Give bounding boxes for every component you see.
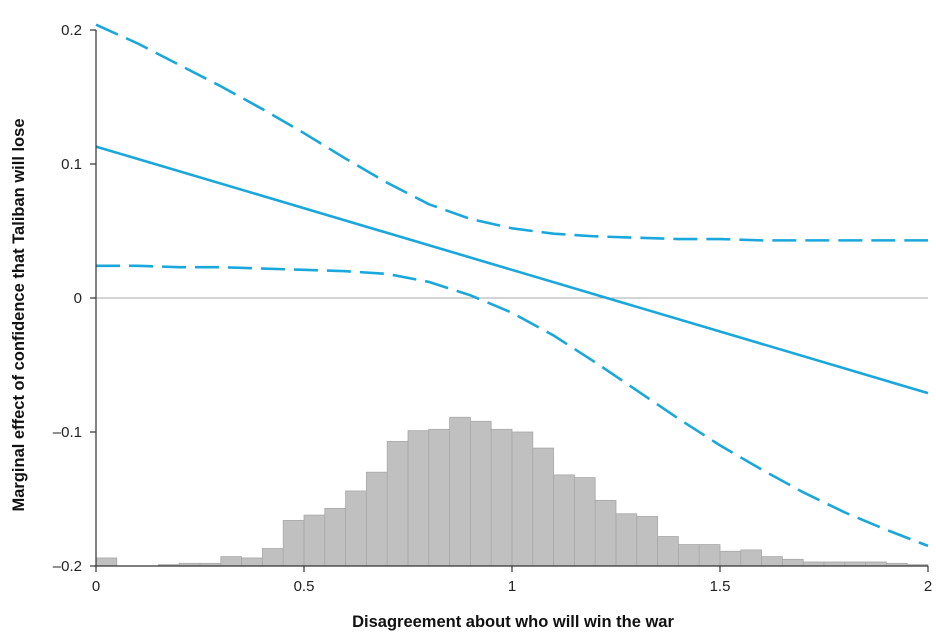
histogram-bar	[386, 440, 409, 567]
marginal-effect-line	[95, 145, 929, 395]
x-tick-label: 1	[508, 578, 516, 595]
histogram-bar	[490, 428, 513, 567]
histogram-bar	[594, 499, 617, 567]
histogram-bar	[782, 558, 804, 567]
histogram-bar	[220, 556, 243, 567]
histogram-bar	[449, 416, 471, 567]
histogram-bar	[553, 474, 575, 567]
histogram-bar	[740, 549, 762, 567]
histogram-bar	[761, 556, 783, 567]
x-axis-title: Disagreement about who will win the war	[352, 613, 674, 631]
series-lines	[95, 23, 929, 548]
x-tick-label: 1.5	[710, 578, 731, 595]
histogram-bar	[844, 561, 866, 567]
histogram-bar	[469, 420, 492, 567]
y-tick-label: –0.1	[53, 424, 82, 441]
y-tick-label: 0.1	[61, 156, 82, 173]
y-tick-labels: 0.2 0.1 0 –0.1 –0.2	[53, 22, 82, 575]
x-tick-label: 0.5	[294, 578, 315, 595]
x-tick-label: 0	[92, 578, 100, 595]
histogram-bar	[95, 557, 118, 567]
histogram-bar	[282, 520, 305, 567]
histogram-bar	[865, 561, 887, 567]
histogram-bar	[698, 544, 721, 567]
histogram-bar	[532, 447, 554, 567]
histogram-bar	[823, 561, 846, 567]
lower-confidence-band-line	[96, 264, 929, 548]
y-axis-title: Marginal effect of confidence that Talib…	[10, 118, 28, 511]
y-tick-label: 0	[74, 290, 82, 307]
histogram-bar	[636, 516, 658, 567]
histogram-bar	[407, 430, 430, 567]
histogram-bar	[574, 477, 596, 567]
histogram-bar	[428, 428, 450, 567]
histogram-bar	[241, 557, 263, 567]
histogram-bar	[615, 513, 638, 567]
axes	[90, 29, 929, 572]
x-tick-labels: 0 0.5 1 1.5 2	[92, 578, 932, 595]
y-tick-label: 0.2	[61, 22, 82, 39]
histogram-bar	[261, 548, 284, 567]
histogram-bar	[802, 561, 825, 567]
upper-confidence-band-line	[95, 23, 928, 242]
histogram-bar	[324, 507, 346, 567]
histogram-bar	[657, 536, 679, 567]
histogram-bar	[303, 514, 326, 567]
histogram-bar	[365, 471, 388, 567]
histogram-bar	[719, 550, 742, 567]
histogram	[95, 416, 929, 567]
y-tick-label: –0.2	[53, 558, 82, 575]
histogram-bar	[511, 431, 534, 567]
histogram-bar	[345, 490, 367, 567]
x-tick-label: 2	[924, 578, 932, 595]
histogram-bar	[678, 544, 700, 567]
